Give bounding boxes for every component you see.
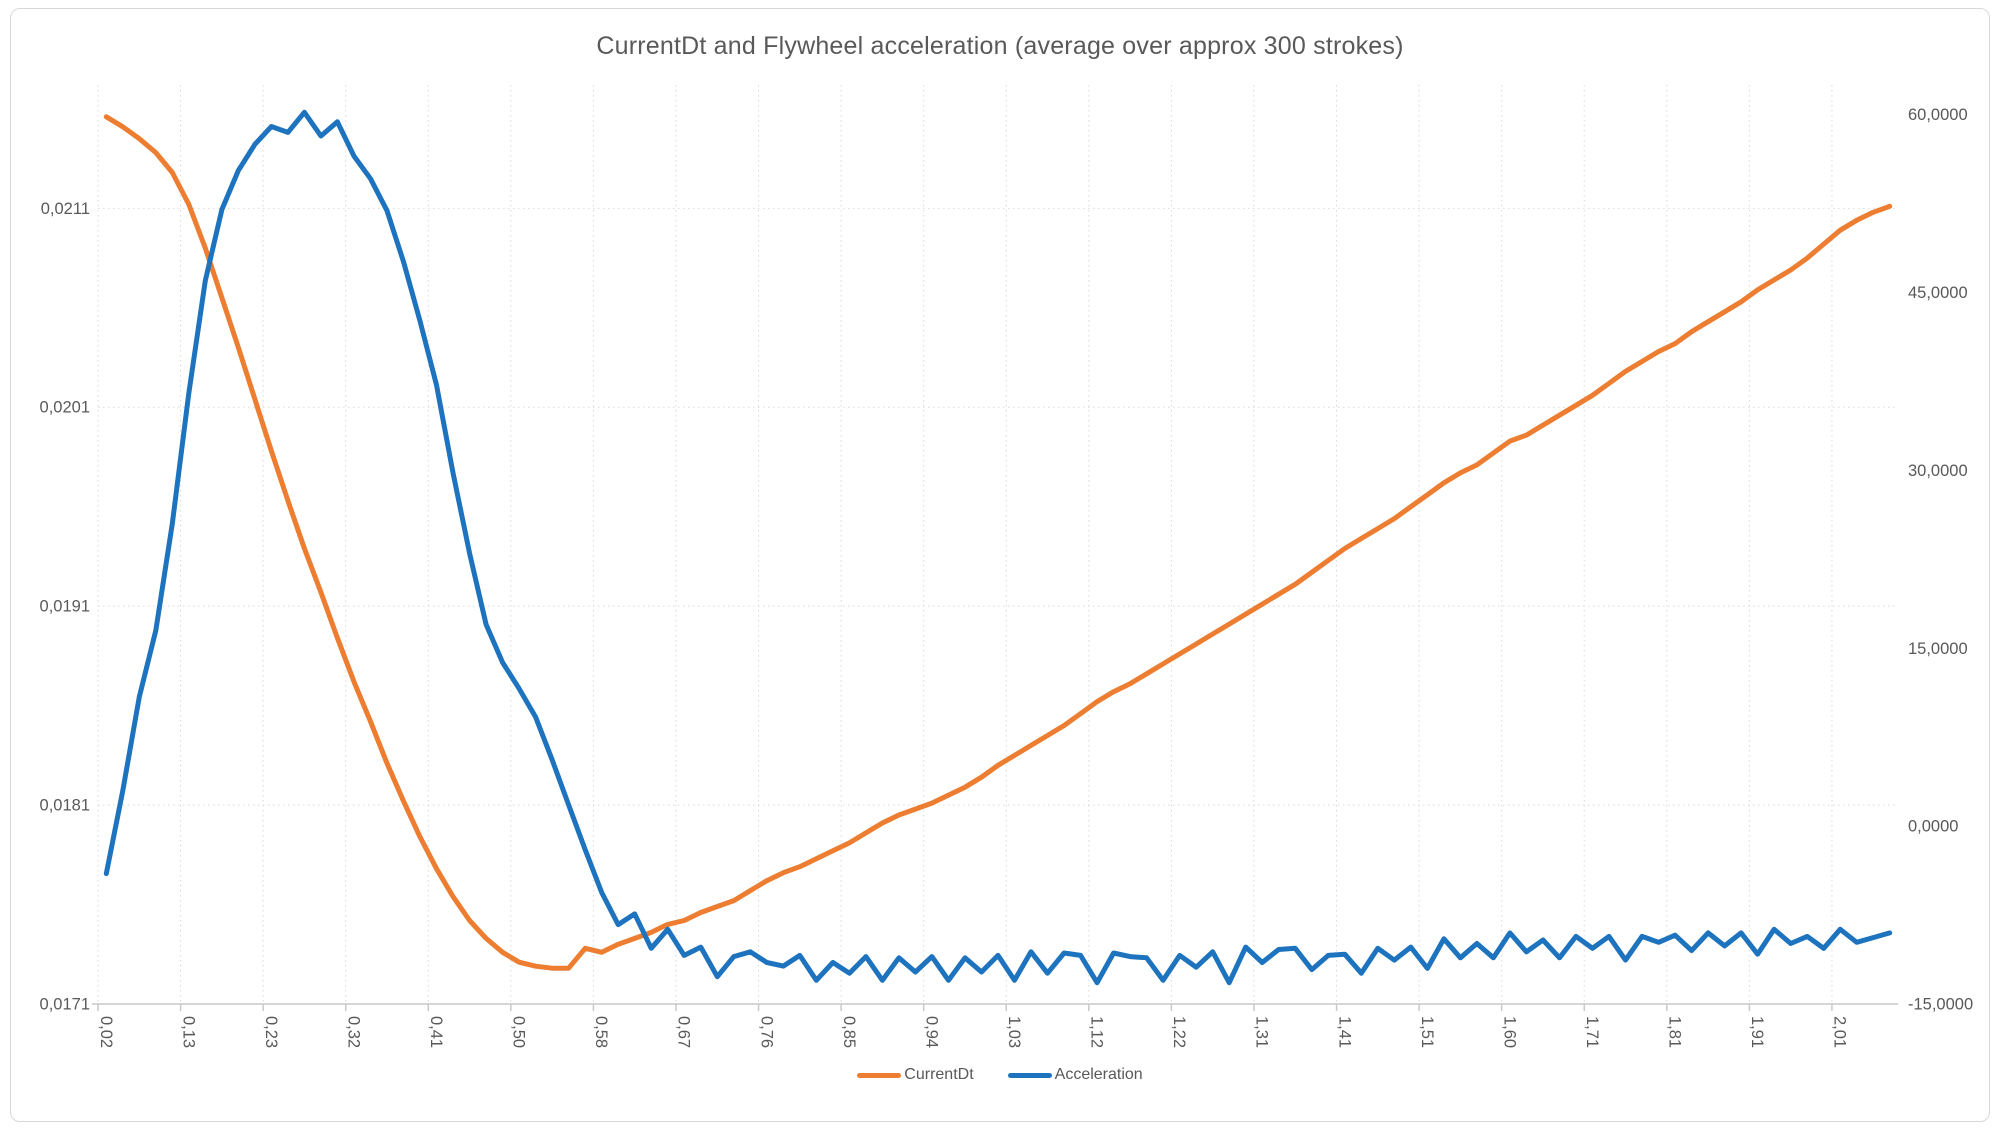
acceleration-legend-label: Acceleration: [1054, 1066, 1143, 1083]
left-axis-tick-label: 0,0181: [40, 797, 90, 815]
left-axis-tick-label: 0,0171: [40, 996, 90, 1014]
acceleration-line: [103, 109, 1893, 986]
right-axis-tick-label: 30,0000: [1908, 462, 1968, 480]
x-axis-tick-label: 1,51: [1418, 1016, 1436, 1048]
gridlines: [97, 85, 1898, 1004]
legend: CurrentDt Acceleration: [0, 1066, 2000, 1084]
x-axis-tick-label: 1,03: [1005, 1016, 1023, 1048]
right-axis-tick-label: -15,0000: [1908, 996, 1973, 1014]
x-axis-tick-label: 0,58: [592, 1016, 610, 1048]
chart-title: CurrentDt and Flywheel acceleration (ave…: [596, 32, 1404, 60]
x-axis-tick-label: 2,01: [1831, 1016, 1849, 1048]
x-axis-tick-label: 0,85: [840, 1016, 858, 1048]
x-axis-tick-label: 0,23: [262, 1016, 280, 1048]
x-axis-tick-label: 0,94: [922, 1016, 940, 1048]
x-axis-tick-label: 0,32: [344, 1016, 362, 1048]
x-axis-tick-label: 0,13: [179, 1016, 197, 1048]
legend-item-currentdt: CurrentDt: [857, 1066, 974, 1084]
x-axis-labels: 0,02 0,13 0,23 0,32 0,41 0,50 0,58 0,67 0,76 0,85…: [97, 1016, 1849, 1048]
x-axis-tick-label: 1,81: [1666, 1016, 1684, 1048]
x-axis-tick-label: 1,91: [1748, 1016, 1766, 1048]
right-axis-tick-label: 0,0000: [1908, 818, 1958, 836]
x-axis-tick-label: 0,41: [427, 1016, 445, 1048]
right-axis-tick-label: 15,0000: [1908, 640, 1968, 658]
x-axis-tick-label: 0,50: [510, 1016, 528, 1048]
y-axis-right-labels: 60,0000 45,0000 30,0000 15,0000 0,0000 -15,00…: [1908, 106, 1973, 1013]
left-axis-tick-label: 0,0191: [40, 598, 90, 616]
legend-item-acceleration: Acceleration: [1007, 1066, 1143, 1084]
currentdt-line: [103, 114, 1893, 971]
x-axis-tick-label: 1,12: [1088, 1016, 1106, 1048]
x-axis-tick-label: 0,67: [675, 1016, 693, 1048]
currentdt-line-swatch: [857, 1072, 902, 1078]
x-axis-tick-label: 1,60: [1500, 1016, 1518, 1048]
x-axis: [92, 1003, 1898, 1011]
x-axis-tick-label: 0,02: [97, 1016, 115, 1048]
left-axis-tick-label: 0,0211: [41, 200, 90, 218]
currentdt-legend-label: CurrentDt: [904, 1066, 974, 1083]
x-axis-tick-label: 0,76: [757, 1016, 775, 1048]
x-axis-tick-label: 1,71: [1583, 1016, 1601, 1048]
chart-frame: [10, 8, 1990, 1122]
left-axis-tick-label: 0,0201: [40, 399, 90, 417]
x-axis-tick-label: 1,41: [1335, 1016, 1353, 1048]
x-axis-tick-label: 1,22: [1170, 1016, 1188, 1048]
right-axis-tick-label: 45,0000: [1908, 284, 1968, 302]
x-axis-tick-label: 1,31: [1253, 1016, 1271, 1048]
right-axis-tick-label: 60,0000: [1908, 106, 1968, 124]
acceleration-line-swatch: [1007, 1072, 1052, 1078]
y-axis-left-labels: 0,0211 0,0201 0,0191 0,0181 0,0171: [40, 200, 90, 1014]
